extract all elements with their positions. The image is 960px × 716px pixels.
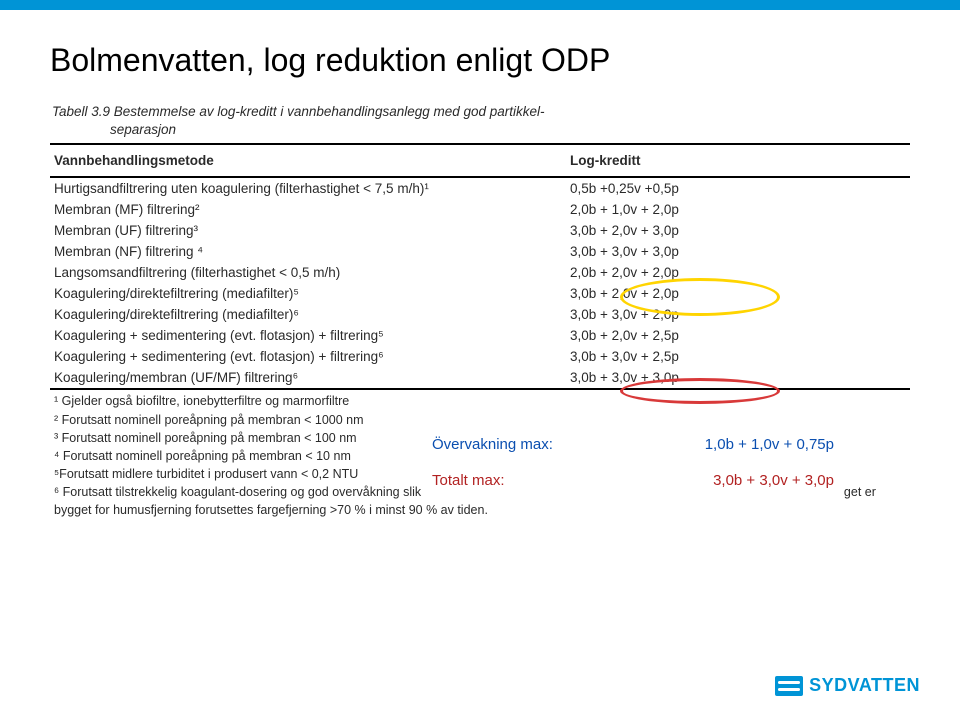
table-row: Koagulering/direktefiltrering (mediafilt… [50,283,910,304]
overlay-line2-value: 3,0b + 3,0v + 3,0p [713,468,834,494]
cell-method: Koagulering/membran (UF/MF) filtrering⁶ [50,367,566,389]
overlay-line1-label: Övervakning max: [432,432,553,458]
logo-glyph-icon [775,676,803,696]
cell-method: Koagulering + sedimentering (evt. flotas… [50,346,566,367]
table-row: Koagulering + sedimentering (evt. flotas… [50,346,910,367]
cell-method: Koagulering/direktefiltrering (mediafilt… [50,283,566,304]
footnote: ¹ Gjelder også biofiltre, ionebytterfilt… [54,392,910,410]
cell-credit: 2,0b + 1,0v + 2,0p [566,199,910,220]
table-row: Membran (MF) filtrering²2,0b + 1,0v + 2,… [50,199,910,220]
brand-logo: SYDVATTEN [775,675,920,696]
cell-credit: 2,0b + 2,0v + 2,0p [566,262,910,283]
th-method: Vannbehandlingsmetode [50,144,566,177]
caption-line-2: separasjon [52,121,176,139]
table-row: Membran (UF) filtrering³3,0b + 2,0v + 3,… [50,220,910,241]
cell-method: Membran (UF) filtrering³ [50,220,566,241]
caption-line-1: Tabell 3.9 Bestemmelse av log-kreditt i … [52,104,545,119]
logo-text: SYDVATTEN [809,675,920,696]
table-row: Membran (NF) filtrering ⁴3,0b + 3,0v + 3… [50,241,910,262]
cell-method: Koagulering + sedimentering (evt. flotas… [50,325,566,346]
cell-credit: 0,5b +0,25v +0,5p [566,177,910,199]
overlay-line1-value: 1,0b + 1,0v + 0,75p [705,432,834,458]
cell-method: Membran (MF) filtrering² [50,199,566,220]
slide-title: Bolmenvatten, log reduktion enligt ODP [50,42,910,79]
overlay-line2-label: Totalt max: [432,468,505,494]
cell-method: Langsomsandfiltrering (filterhastighet <… [50,262,566,283]
cell-method: Membran (NF) filtrering ⁴ [50,241,566,262]
table-row: Koagulering/membran (UF/MF) filtrering⁶3… [50,367,910,389]
table-row: Koagulering + sedimentering (evt. flotas… [50,325,910,346]
cell-credit: 3,0b + 2,0v + 3,0p [566,220,910,241]
cell-credit: 3,0b + 3,0v + 3,0p [566,241,910,262]
cell-credit: 3,0b + 3,0v + 2,5p [566,346,910,367]
cell-credit: 3,0b + 2,0v + 2,0p [566,283,910,304]
cell-credit: 3,0b + 3,0v + 2,0p [566,304,910,325]
top-accent-bar [0,0,960,10]
table-row: Hurtigsandfiltrering uten koagulering (f… [50,177,910,199]
cell-credit: 3,0b + 2,0v + 2,5p [566,325,910,346]
table-row: Koagulering/direktefiltrering (mediafilt… [50,304,910,325]
cell-method: Koagulering/direktefiltrering (mediafilt… [50,304,566,325]
table-caption: Tabell 3.9 Bestemmelse av log-kreditt i … [50,103,910,139]
table-row: Langsomsandfiltrering (filterhastighet <… [50,262,910,283]
log-kreditt-table: Vannbehandlingsmetode Log-kreditt Hurtig… [50,143,910,390]
th-credit: Log-kreditt [566,144,910,177]
cell-credit: 3,0b + 3,0v + 3,0p [566,367,910,389]
overlay-box: Övervakning max: 1,0b + 1,0v + 0,75p Tot… [422,426,844,503]
cell-method: Hurtigsandfiltrering uten koagulering (f… [50,177,566,199]
